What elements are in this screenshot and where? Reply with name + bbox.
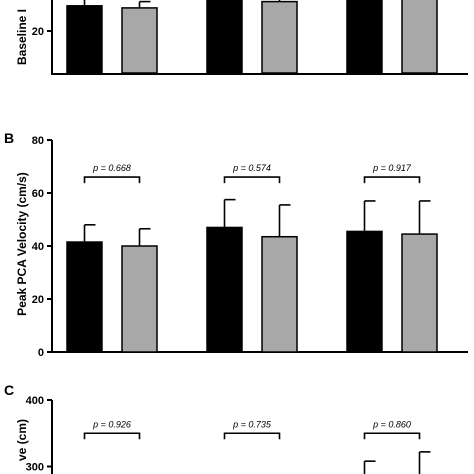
significance-bracket — [363, 176, 421, 184]
y-axis-label: ve (cm) — [15, 419, 29, 461]
p-value-label: p = 0.668 — [92, 163, 131, 173]
bar — [66, 241, 103, 353]
bar — [206, 0, 243, 74]
significance-bracket — [83, 176, 141, 184]
bar — [121, 7, 158, 74]
significance-bracket — [223, 432, 281, 440]
panel-letter: B — [4, 130, 14, 146]
bar — [206, 226, 243, 353]
bar — [121, 245, 158, 353]
y-tick-label: 0 — [38, 347, 44, 359]
significance-bracket — [83, 432, 141, 440]
y-tick-label: 400 — [26, 395, 44, 407]
bar — [261, 235, 298, 353]
y-tick-label: 60 — [32, 188, 44, 200]
p-value-label: p = 0.917 — [372, 163, 412, 173]
bar — [346, 0, 383, 74]
panel-letter: C — [4, 382, 14, 398]
p-value-label: p = 0.926 — [92, 419, 131, 429]
significance-bracket — [363, 432, 421, 440]
bar — [261, 0, 298, 74]
y-axis-label: Baseline I — [15, 9, 29, 65]
bar — [401, 233, 438, 353]
y-tick-label: 20 — [32, 26, 44, 38]
bar — [66, 5, 103, 74]
bar — [346, 230, 383, 353]
y-tick-label: 40 — [32, 241, 44, 253]
p-value-label: p = 0.574 — [232, 163, 271, 173]
y-tick-label: 80 — [32, 135, 44, 147]
y-axis-label: Peak PCA Velocity (cm/s) — [15, 172, 29, 316]
p-value-label: p = 0.735 — [232, 419, 272, 429]
y-tick-label: 20 — [32, 294, 44, 306]
significance-bracket — [223, 176, 281, 184]
y-tick-label: 300 — [26, 462, 44, 474]
p-value-label: p = 0.860 — [372, 419, 411, 429]
bar — [401, 0, 438, 74]
